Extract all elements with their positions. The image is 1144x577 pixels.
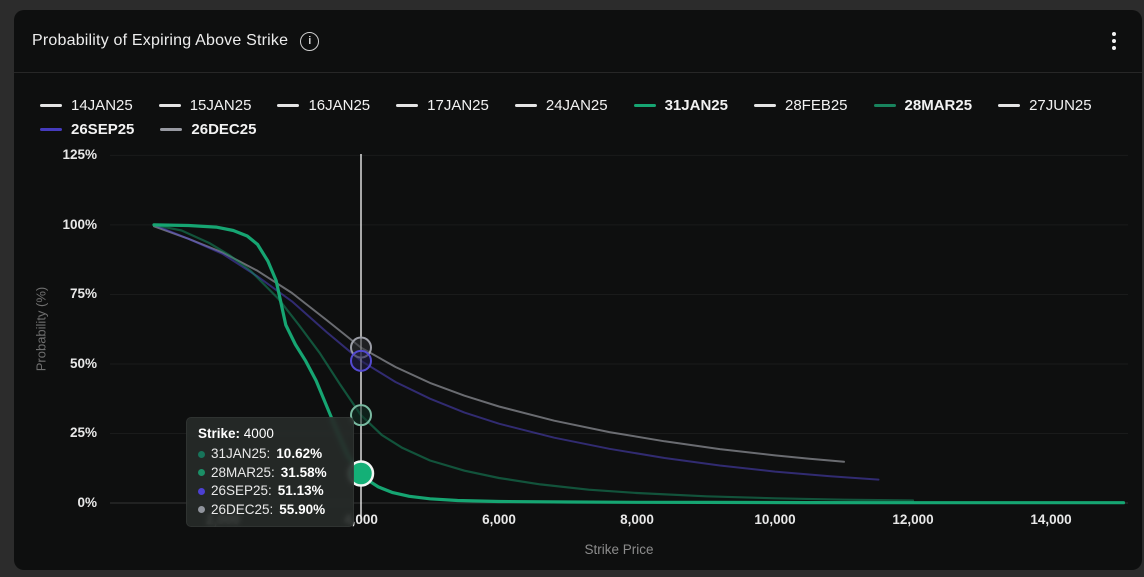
series-dot-icon [198,450,205,458]
info-icon[interactable]: i [300,31,320,51]
tooltip-series-value: 31.58% [280,464,327,480]
legend: 14JAN25 15JAN25 16JAN25 17JAN25 24JAN25 31JAN… [40,97,1102,138]
legend-swatch-icon [40,128,62,131]
legend-swatch-icon [40,104,62,107]
legend-item-26SEP25[interactable]: 26SEP25 [40,121,134,138]
legend-swatch-icon [633,104,656,107]
tooltip-series-value: 51.13% [277,483,324,498]
legend-item-15JAN25[interactable]: 15JAN25 [158,97,252,114]
legend-label: 26SEP25 [71,121,135,138]
tooltip-series-value: 55.90% [279,501,326,517]
legend-label: 28MAR25 [904,97,973,114]
legend-label: 16JAN25 [308,97,371,114]
tooltip-strike-line: Strike: 4000 [198,425,342,443]
legend-swatch-icon [277,104,300,107]
legend-label: 17JAN25 [427,97,489,114]
tooltip-row-26DEC25: 26DEC25: 55.90% [198,501,342,520]
tooltip-series-label: 26SEP25: [211,483,272,498]
tooltip-row-31JAN25: 31JAN25: 10.62% [198,445,342,464]
legend-item-16JAN25[interactable]: 16JAN25 [277,97,370,114]
legend-label: 28FEB25 [784,97,848,114]
legend-label: 14JAN25 [71,97,133,114]
series-dot-icon [198,469,205,477]
series-dot-icon [198,487,205,495]
legend-item-31JAN25[interactable]: 31JAN25 [633,97,728,114]
tooltip-rows: 31JAN25: 10.62% 28MAR25: 31.58% 26SEP25: 51.1… [198,445,342,519]
legend-swatch-icon [753,104,776,107]
crosshair-tooltip: Strike: 4000 31JAN25: 10.62% 28MAR25: 31.58… [186,417,354,527]
legend-swatch-icon [158,104,181,107]
legend-swatch-icon [396,104,419,107]
legend-item-28MAR25[interactable]: 28MAR25 [873,97,973,114]
legend-label: 27JUN25 [1029,97,1092,114]
legend-label: 24JAN25 [545,97,608,114]
chart-card: Probability of Expiring Above Strike i 1… [14,10,1142,570]
legend-swatch-icon [998,104,1021,107]
legend-swatch-icon [514,104,537,107]
tooltip-series-label: 31JAN25: [211,446,271,461]
card-header: Probability of Expiring Above Strike i [14,10,1142,73]
legend-label: 31JAN25 [664,97,728,114]
tooltip-row-28MAR25: 28MAR25: 31.58% [198,464,342,483]
series-dot-icon [198,506,205,514]
legend-item-17JAN25[interactable]: 17JAN25 [396,97,489,114]
kebab-menu-icon[interactable] [1104,28,1124,54]
legend-swatch-icon [873,104,896,107]
tooltip-strike-value: 4000 [243,426,274,441]
legend-item-14JAN25[interactable]: 14JAN25 [40,97,133,114]
legend-item-26DEC25[interactable]: 26DEC25 [160,121,256,138]
tooltip-row-26SEP25: 26SEP25: 51.13% [198,482,342,501]
legend-item-28FEB25[interactable]: 28FEB25 [753,97,848,114]
tooltip-series-value: 10.62% [276,446,323,461]
legend-item-24JAN25[interactable]: 24JAN25 [514,97,608,114]
tooltip-strike-label: Strike: [198,426,241,441]
chart-title: Probability of Expiring Above Strike [32,32,289,49]
tooltip-series-label: 26DEC25: [211,501,274,517]
legend-item-27JUN25[interactable]: 27JUN25 [998,97,1092,114]
tooltip-series-label: 28MAR25: [211,464,275,480]
legend-label: 26DEC25 [191,121,257,138]
legend-label: 15JAN25 [189,97,252,114]
legend-swatch-icon [160,128,183,131]
